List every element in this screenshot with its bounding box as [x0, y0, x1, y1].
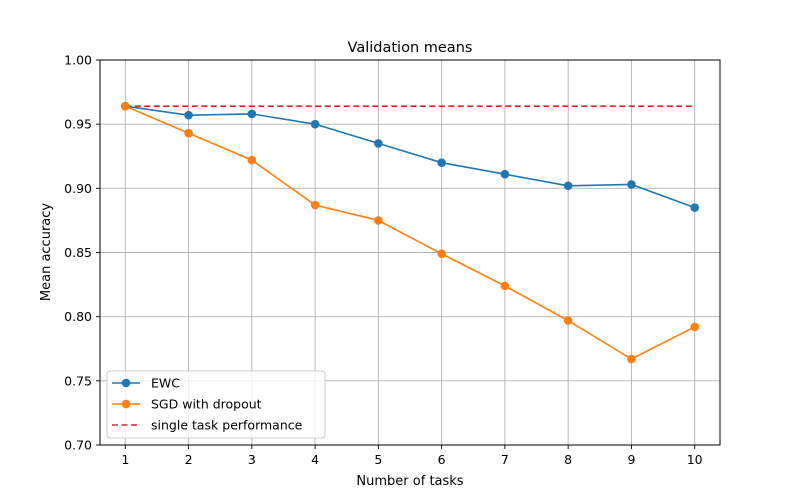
legend: EWC SGD with dropout single task performan… [106, 370, 326, 439]
legend-label: single task performance [151, 418, 303, 433]
data-point [374, 139, 383, 148]
series-ewc [121, 101, 699, 212]
x-tick-label: 10 [687, 452, 703, 467]
y-axis: 0.70 0.75 0.80 0.85 0.90 0.95 1.00 [64, 53, 100, 453]
x-tick-label: 1 [121, 452, 129, 467]
data-point [500, 169, 510, 179]
data-point [437, 249, 446, 259]
legend-entry: single task performance [112, 418, 303, 433]
legend-label: SGD with dropout [151, 397, 262, 412]
legend-entry: SGD with dropout [112, 397, 262, 412]
x-axis: 1 2 3 4 5 6 7 8 9 10 [121, 445, 703, 467]
x-tick-label: 4 [311, 452, 319, 467]
series-layer [121, 101, 699, 364]
y-axis-label: Mean accuracy [39, 203, 54, 302]
y-tick-label: 0.80 [64, 309, 92, 324]
data-point [374, 216, 383, 225]
legend-entry: EWC [112, 376, 180, 391]
x-tick-label: 7 [501, 452, 509, 467]
y-tick-label: 0.95 [64, 117, 92, 132]
x-tick-label: 8 [564, 452, 572, 467]
data-point [690, 203, 699, 212]
y-tick-label: 0.85 [64, 245, 92, 260]
chart-title: Validation means [348, 40, 473, 56]
data-point [310, 119, 320, 129]
data-point [121, 101, 130, 111]
y-tick-label: 1.00 [64, 53, 92, 68]
series-sgd-with-dropout [121, 101, 699, 364]
x-axis-label: Number of tasks [356, 474, 463, 489]
data-point [437, 158, 446, 167]
data-point [563, 316, 573, 325]
data-point [563, 181, 573, 191]
data-point [500, 281, 510, 291]
data-point [184, 128, 193, 138]
x-tick-label: 6 [438, 452, 446, 467]
y-tick-label: 0.90 [64, 181, 92, 196]
data-point [690, 322, 699, 332]
x-tick-label: 5 [374, 452, 382, 467]
x-tick-label: 9 [627, 452, 635, 467]
series-line [124, 105, 696, 360]
series-line [125, 105, 695, 209]
data-point [627, 180, 636, 189]
legend-marker [121, 378, 131, 388]
legend-box [106, 370, 326, 439]
data-point [247, 155, 257, 165]
x-tick-label: 2 [185, 452, 193, 467]
data-point [310, 200, 320, 210]
y-tick-label: 0.75 [64, 373, 92, 388]
y-tick-label: 0.70 [64, 438, 92, 453]
data-point [247, 109, 257, 119]
legend-marker [121, 399, 131, 409]
data-point [184, 110, 193, 120]
data-point [627, 354, 636, 364]
x-tick-label: 3 [248, 452, 256, 467]
legend-label: EWC [151, 376, 180, 391]
